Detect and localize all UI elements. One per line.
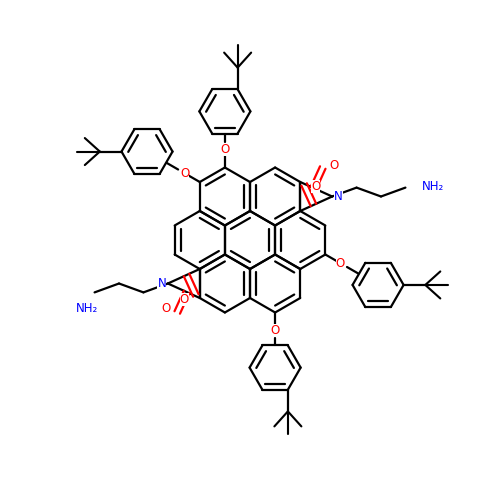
Text: O: O: [330, 160, 339, 172]
Text: O: O: [336, 257, 345, 270]
Text: O: O: [161, 302, 170, 314]
Text: N: N: [158, 277, 166, 290]
Text: O: O: [311, 180, 320, 193]
Text: N: N: [334, 190, 342, 203]
Text: O: O: [270, 324, 280, 336]
Text: O: O: [220, 144, 230, 156]
Text: O: O: [180, 167, 189, 180]
Text: NH₂: NH₂: [76, 302, 98, 315]
Text: O: O: [180, 293, 189, 306]
Text: NH₂: NH₂: [422, 180, 444, 193]
